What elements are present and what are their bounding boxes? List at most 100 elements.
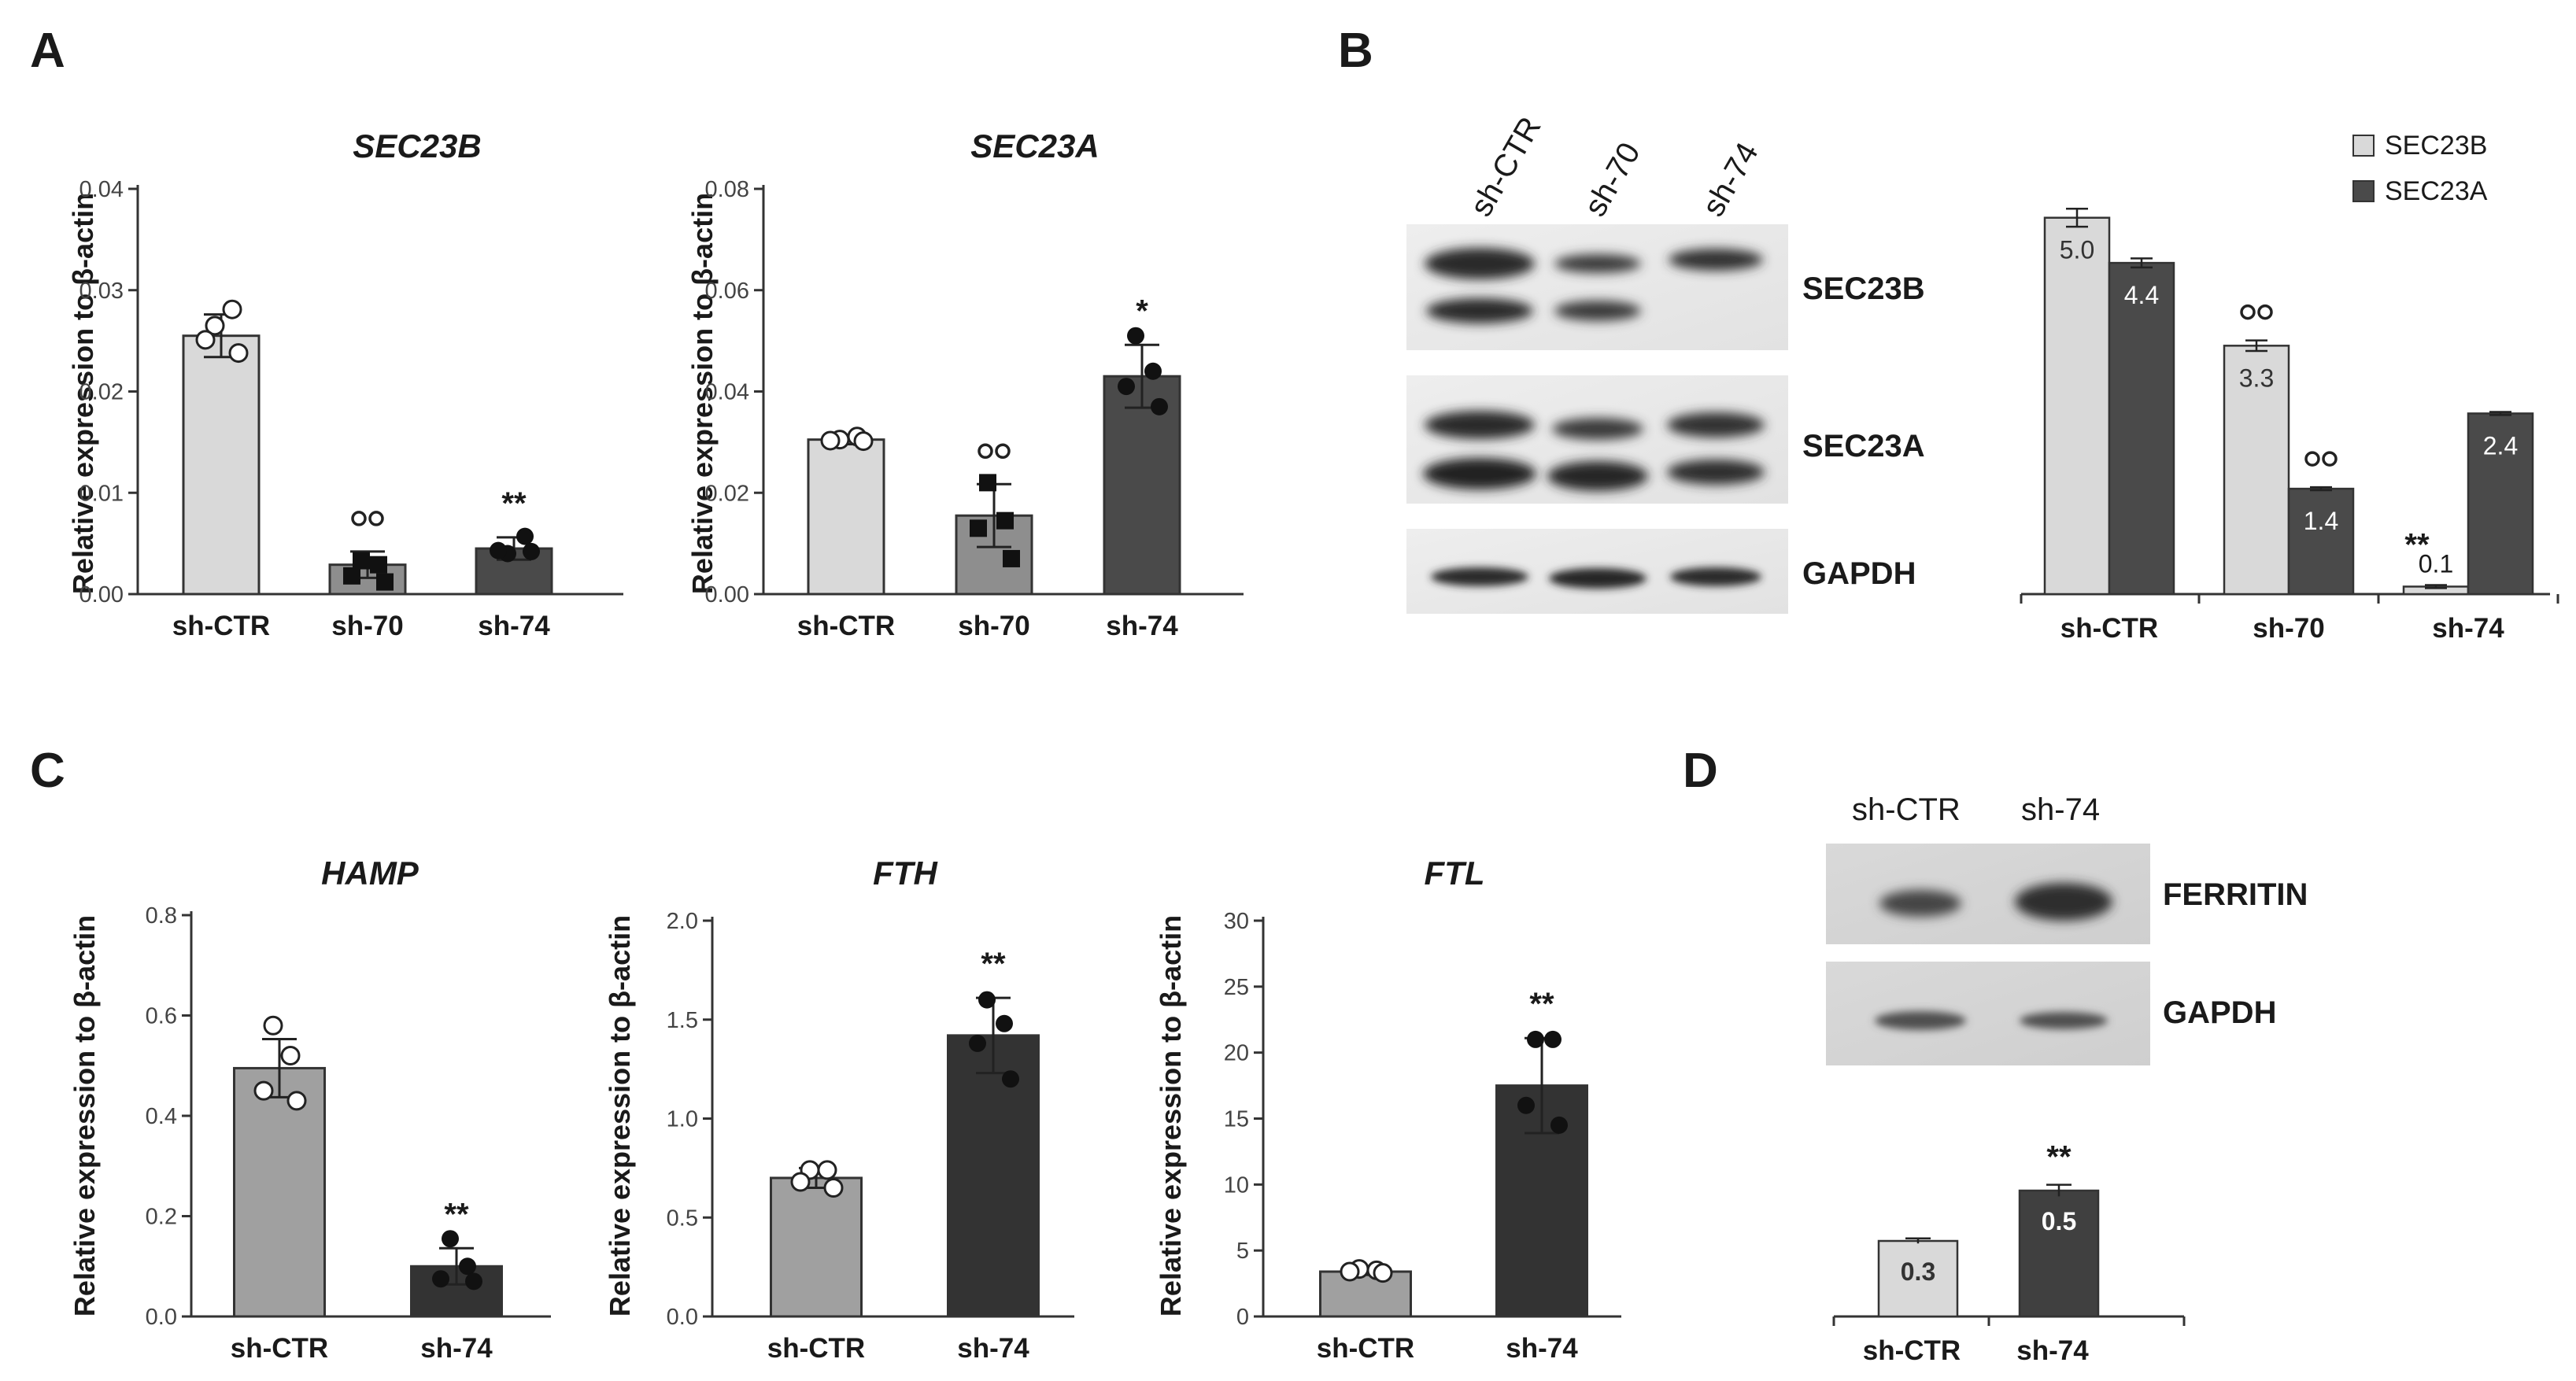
- data-point: [1151, 397, 1168, 415]
- blot-band: [1431, 567, 1528, 586]
- data-point: [490, 541, 507, 559]
- data-point: [432, 1270, 449, 1288]
- blot-b-label-sec23b: SEC23B: [1802, 271, 1925, 306]
- y-tick-label: 20: [1224, 1041, 1249, 1066]
- chart-ftl: FTL Relative expression to β-actin 0 5 10 15 2…: [1155, 855, 1621, 1364]
- data-point: [1144, 362, 1162, 380]
- data-point: [253, 1080, 274, 1101]
- data-point: [516, 527, 534, 545]
- data-label: 0.3: [1901, 1257, 1935, 1286]
- blot-b-lane-label: sh-70: [1578, 137, 1647, 223]
- blot-d-membrane-gapdh: [1826, 962, 2150, 1065]
- y-tick-label: 1.5: [667, 1008, 698, 1033]
- blot-band: [1425, 248, 1535, 279]
- bar: [807, 438, 885, 596]
- data-point: [370, 556, 387, 574]
- y-tick-label: 10: [1224, 1172, 1249, 1198]
- data-point: [996, 511, 1014, 530]
- y-axis-label: Relative expression to β-actin: [686, 193, 719, 594]
- y-tick-label: 5: [1236, 1239, 1249, 1264]
- data-point: [1340, 1261, 1360, 1282]
- y-axis-label: Relative expression to β-actin: [604, 915, 636, 1316]
- chart-title: FTH: [873, 855, 938, 892]
- y-tick-label: 0.08: [705, 177, 749, 202]
- blot-b-label-gapdh: GAPDH: [1802, 556, 1916, 591]
- annotation-mark: **: [1529, 987, 1554, 1021]
- blot-b-lane-label: sh-74: [1696, 137, 1765, 223]
- legend-label: SEC23A: [2385, 176, 2488, 206]
- chart-sec23b: SEC23B Relative expression to β-actin0.00…: [67, 127, 623, 641]
- category-label: sh-74: [1106, 611, 1178, 641]
- data-point: [978, 991, 996, 1009]
- data-label: 2.4: [2483, 431, 2518, 460]
- category-label: sh-CTR: [767, 1333, 865, 1364]
- data-label: 0.5: [2042, 1207, 2076, 1235]
- data-point: [823, 1178, 844, 1198]
- data-point: [353, 552, 370, 570]
- data-point: [205, 316, 225, 336]
- bar: [947, 1034, 1040, 1318]
- bar-sec23a: [2287, 487, 2355, 596]
- blot-d-label-gapdh: GAPDH: [2163, 995, 2276, 1030]
- data-point: [1118, 378, 1135, 396]
- blot-band: [1426, 298, 1533, 323]
- bar: [182, 334, 261, 596]
- y-tick-label: 0.0: [667, 1305, 698, 1330]
- y-tick-label: 0.2: [146, 1205, 177, 1230]
- blot-band: [1669, 249, 1763, 271]
- category-label: sh-70: [331, 611, 403, 641]
- annotation-mark: **: [2046, 1140, 2072, 1175]
- panel-letter-b: B: [1338, 24, 1373, 78]
- data-point: [343, 567, 360, 585]
- bar-sec23b: [2223, 345, 2290, 596]
- y-tick-label: 0.00: [79, 582, 124, 607]
- y-tick-label: 0.04: [79, 177, 124, 202]
- data-point: [979, 474, 996, 492]
- category-label: sh-70: [958, 611, 1029, 641]
- y-axis-label: Relative expression to β-actin: [68, 915, 101, 1316]
- chart-title: SEC23B: [353, 127, 481, 164]
- chart-fth: FTH Relative expression to β-actin 0.0 0.5 1…: [604, 855, 1074, 1364]
- chart-title: SEC23A: [970, 127, 1099, 164]
- data-point: [459, 1257, 476, 1276]
- panel-letter-d: D: [1683, 744, 1718, 798]
- data-point: [1127, 327, 1144, 345]
- annotation-mark: *: [1136, 294, 1148, 328]
- data-label: 5.0: [2060, 236, 2094, 264]
- blot-band: [1667, 412, 1765, 438]
- annotation-mark: **: [501, 486, 527, 521]
- data-point: [1527, 1030, 1544, 1048]
- blot-band: [2020, 1012, 2108, 1029]
- data-point: [465, 1272, 482, 1291]
- data-point: [1373, 1263, 1393, 1283]
- data-point: [790, 1172, 811, 1192]
- blot-band: [1667, 460, 1765, 485]
- data-point: [442, 1230, 459, 1248]
- data-point: [1517, 1096, 1535, 1114]
- blot-band: [1879, 890, 1961, 917]
- annotation-mark: **: [444, 1197, 469, 1231]
- bar: [770, 1176, 863, 1318]
- chart-western-b: 5.0 4.4 sh-CTR 3.3 1.4 sh-70 0.1** 2.4 sh-74 SEC2…: [2020, 131, 2559, 644]
- y-tick-label: 1.0: [667, 1107, 698, 1132]
- panel-letter-a: A: [30, 24, 65, 78]
- annotation-mark-circle: [995, 443, 1011, 460]
- annotation-mark-circle: [2257, 304, 2273, 320]
- blot-b-label-sec23a: SEC23A: [1802, 429, 1925, 463]
- data-point: [1003, 549, 1020, 567]
- blot-band: [1547, 461, 1648, 491]
- category-label: sh-74: [420, 1333, 493, 1364]
- y-tick-label: 0.02: [79, 380, 124, 405]
- data-label: 3.3: [2239, 364, 2274, 392]
- western-blot-d: sh-CTR sh-74 FERRITIN GAPDH: [1826, 792, 2308, 1065]
- category-label: sh-CTR: [797, 611, 895, 641]
- y-tick-label: 0: [1236, 1305, 1249, 1330]
- y-tick-label: 30: [1224, 909, 1249, 934]
- category-label: sh-CTR: [231, 1333, 328, 1364]
- y-axis-label: Relative expression to β-actin: [1155, 915, 1187, 1316]
- blot-d-lane-label: sh-CTR: [1852, 792, 1961, 827]
- category-label: sh-74: [957, 1333, 1029, 1364]
- category-label: sh-CTR: [172, 611, 270, 641]
- category-label: sh-CTR: [1317, 1333, 1414, 1364]
